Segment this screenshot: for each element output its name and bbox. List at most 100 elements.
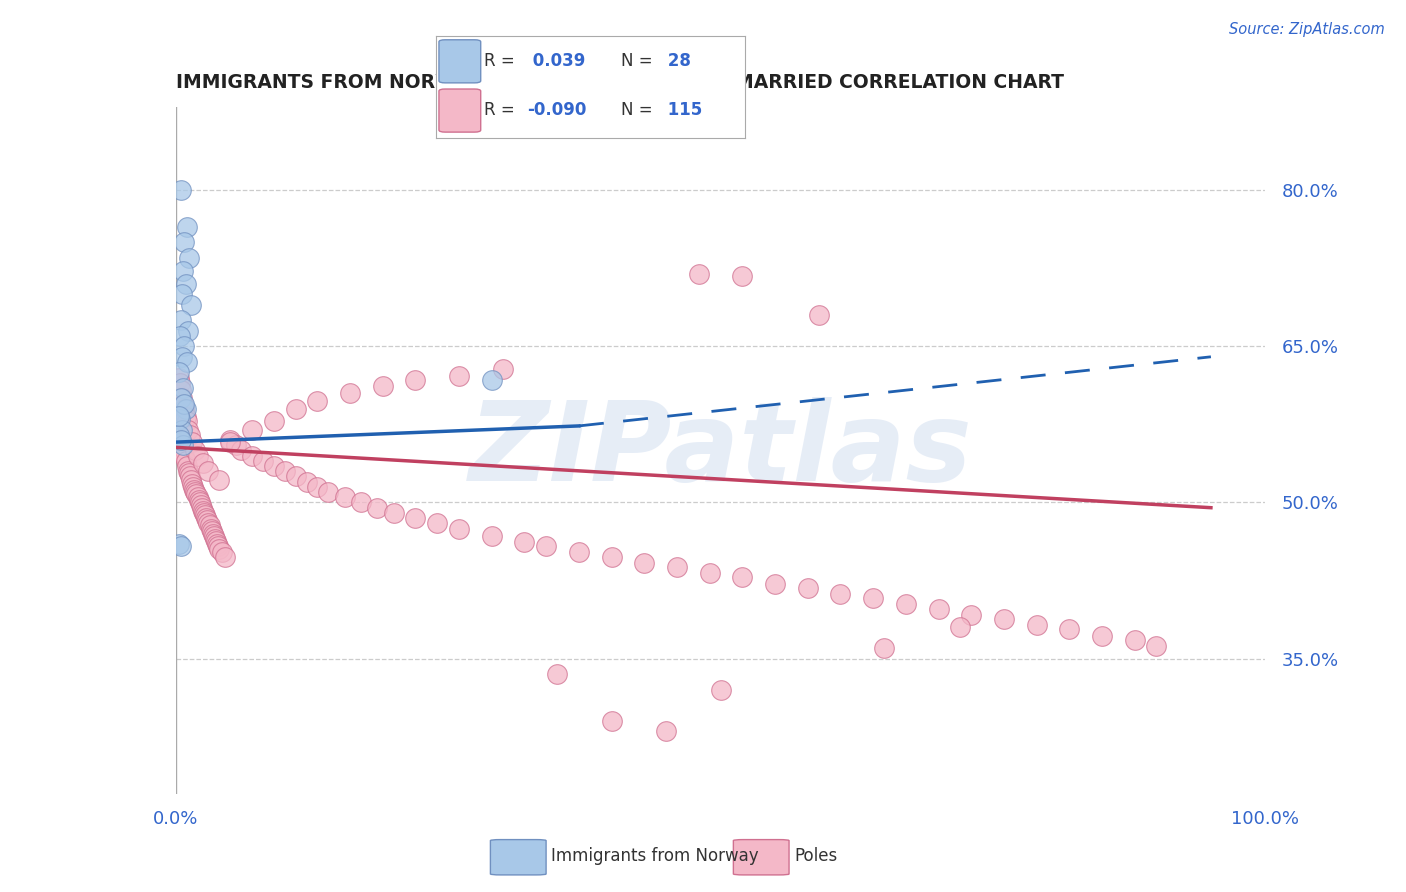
Point [191, 456, 214, 470]
Point [201, 524, 224, 538]
Point [174, 454, 197, 468]
Point [274, 464, 297, 478]
Point [263, 458, 285, 473]
Point [167, 427, 190, 442]
Point [181, 476, 204, 491]
Point [177, 423, 200, 437]
Point [181, 480, 204, 494]
Point [307, 480, 329, 494]
Point [655, 724, 678, 739]
Point [174, 410, 197, 425]
Point [382, 506, 405, 520]
Point [350, 495, 373, 509]
Point [186, 449, 209, 463]
Point [172, 423, 194, 437]
Text: 115: 115 [662, 101, 702, 119]
Text: N =: N = [621, 52, 652, 70]
Text: N =: N = [621, 101, 652, 119]
Point [731, 268, 754, 283]
Text: 28: 28 [662, 52, 690, 70]
Point [172, 350, 194, 364]
Point [167, 370, 190, 384]
Point [371, 379, 394, 393]
Point [219, 433, 242, 447]
Point [225, 438, 247, 452]
Point [207, 539, 229, 553]
Point [211, 545, 233, 559]
Point [184, 443, 207, 458]
Point [172, 396, 194, 410]
Point [208, 542, 231, 557]
Point [176, 355, 198, 369]
Point [481, 373, 503, 387]
Text: R =: R = [484, 52, 515, 70]
Point [568, 545, 591, 559]
Point [205, 533, 228, 548]
Point [167, 409, 190, 424]
Point [191, 500, 214, 515]
Point [195, 511, 218, 525]
Point [173, 339, 195, 353]
Point [167, 365, 190, 379]
Point [960, 607, 983, 622]
Point [318, 485, 340, 500]
Point [763, 576, 786, 591]
Point [534, 539, 557, 553]
Point [197, 516, 219, 531]
Point [184, 485, 207, 500]
Point [200, 521, 222, 535]
Point [176, 414, 198, 428]
Point [447, 521, 470, 535]
Point [180, 298, 202, 312]
Text: ZIPatlas: ZIPatlas [468, 397, 973, 504]
Point [170, 539, 193, 553]
Point [167, 438, 190, 452]
Point [172, 381, 194, 395]
Text: IMMIGRANTS FROM NORWAY VS POLISH CURRENTLY MARRIED CORRELATION CHART: IMMIGRANTS FROM NORWAY VS POLISH CURRENT… [176, 72, 1064, 92]
Point [339, 386, 361, 401]
Point [197, 464, 219, 478]
Point [176, 219, 198, 234]
Point [633, 556, 655, 570]
Point [172, 392, 194, 406]
Point [894, 598, 917, 612]
Point [333, 490, 356, 504]
Point [666, 560, 689, 574]
Text: Source: ZipAtlas.com: Source: ZipAtlas.com [1229, 22, 1385, 37]
Point [195, 513, 218, 527]
Point [949, 620, 972, 634]
Point [205, 537, 228, 551]
Point [240, 449, 263, 463]
Point [187, 493, 209, 508]
Point [176, 458, 198, 473]
Point [177, 464, 200, 478]
Point [208, 473, 231, 487]
Point [284, 469, 307, 483]
Point [194, 508, 217, 522]
Point [186, 487, 208, 501]
Point [1025, 618, 1047, 632]
Point [179, 427, 201, 442]
FancyBboxPatch shape [491, 839, 546, 875]
Point [188, 495, 211, 509]
Text: 0.039: 0.039 [527, 52, 585, 70]
FancyBboxPatch shape [439, 40, 481, 83]
Point [1144, 639, 1167, 653]
Point [180, 473, 202, 487]
Point [170, 313, 193, 327]
Point [1057, 623, 1080, 637]
Point [1123, 632, 1146, 647]
Point [170, 183, 193, 197]
Point [177, 467, 200, 481]
Point [830, 587, 852, 601]
Point [481, 529, 503, 543]
Text: R =: R = [484, 101, 515, 119]
Point [252, 454, 274, 468]
Point [193, 506, 215, 520]
Point [173, 235, 195, 250]
Point [169, 435, 191, 450]
Text: -0.090: -0.090 [527, 101, 586, 119]
Point [405, 373, 427, 387]
Point [546, 667, 568, 681]
Point [174, 277, 197, 291]
